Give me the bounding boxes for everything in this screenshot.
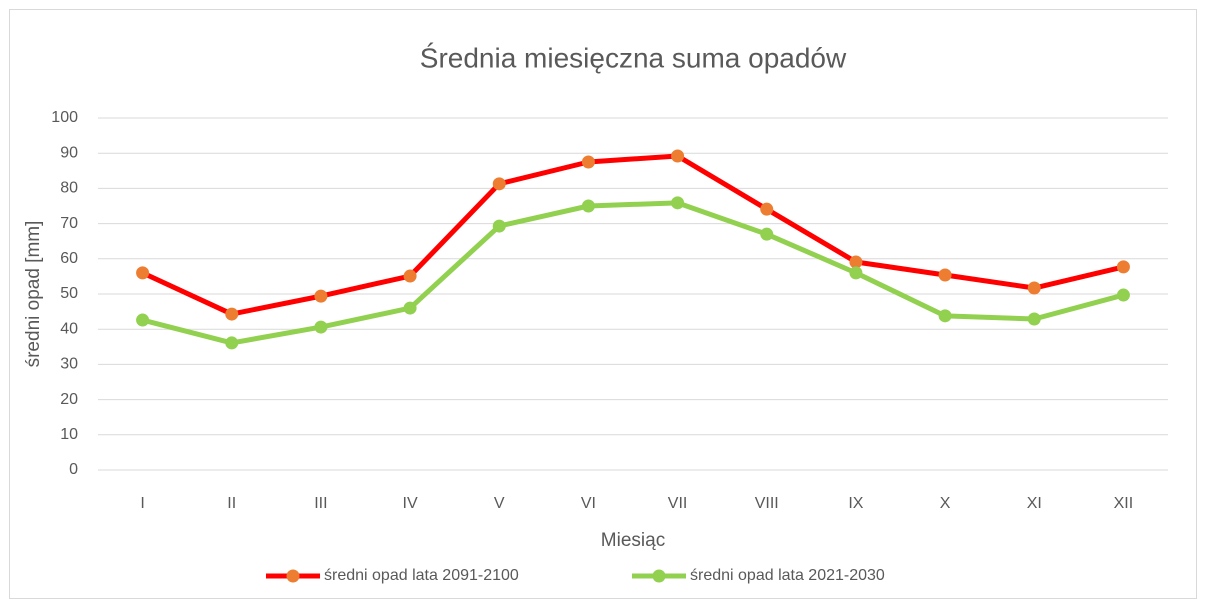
x-tick-label: VI [581,495,596,512]
data-point [671,196,685,210]
data-point [938,309,952,323]
data-point [849,255,863,269]
data-point [1116,288,1130,302]
data-point [1116,260,1130,274]
legend-label: średni opad lata 2091-2100 [324,567,519,584]
data-point [1027,281,1041,295]
legend-label: średni opad lata 2021-2030 [690,567,885,584]
x-tick-label: III [314,495,327,512]
x-tick-label: II [227,495,236,512]
x-tick-label: X [940,495,951,512]
y-tick-label: 10 [60,426,78,443]
y-tick-label: 40 [60,320,78,337]
x-tick-label: VII [668,495,688,512]
y-tick-label: 80 [60,180,78,197]
x-tick-label: XI [1027,495,1042,512]
legend-marker [286,569,300,583]
data-point [136,313,150,327]
x-tick-label: XII [1114,495,1134,512]
data-point [136,266,150,280]
data-point [492,177,506,191]
x-tick-label: VIII [755,495,779,512]
data-point [671,149,685,163]
data-point [225,336,239,350]
data-point [403,301,417,315]
series-line [141,200,1125,346]
y-tick-label: 50 [60,285,78,302]
y-tick-label: 60 [60,250,78,267]
data-point [581,155,595,169]
data-point [938,268,952,282]
series-line [141,153,1124,317]
y-tick-label: 20 [60,391,78,408]
data-point [760,227,774,241]
legend-marker [652,569,666,583]
y-tick-label: 90 [60,144,78,161]
data-point [581,199,595,213]
data-point [314,320,328,334]
y-tick-label: 70 [60,215,78,232]
y-tick-label: 0 [69,461,78,478]
chart-title: Średnia miesięczna suma opadów [420,41,847,73]
x-axis-label: Miesiąc [601,530,665,551]
y-tick-label: 30 [60,356,78,373]
chart-border [9,9,1197,599]
x-tick-label: I [140,495,144,512]
data-point [849,266,863,280]
data-point [492,219,506,233]
y-axis-label: średni opad [mm] [23,221,44,368]
y-tick-label: 100 [51,109,78,126]
x-tick-label: IV [403,495,418,512]
data-point [314,289,328,303]
data-point [1027,312,1041,326]
data-point [225,307,239,321]
data-point [403,269,417,283]
data-point [760,202,774,216]
x-tick-label: IX [848,495,863,512]
x-tick-label: V [494,495,505,512]
